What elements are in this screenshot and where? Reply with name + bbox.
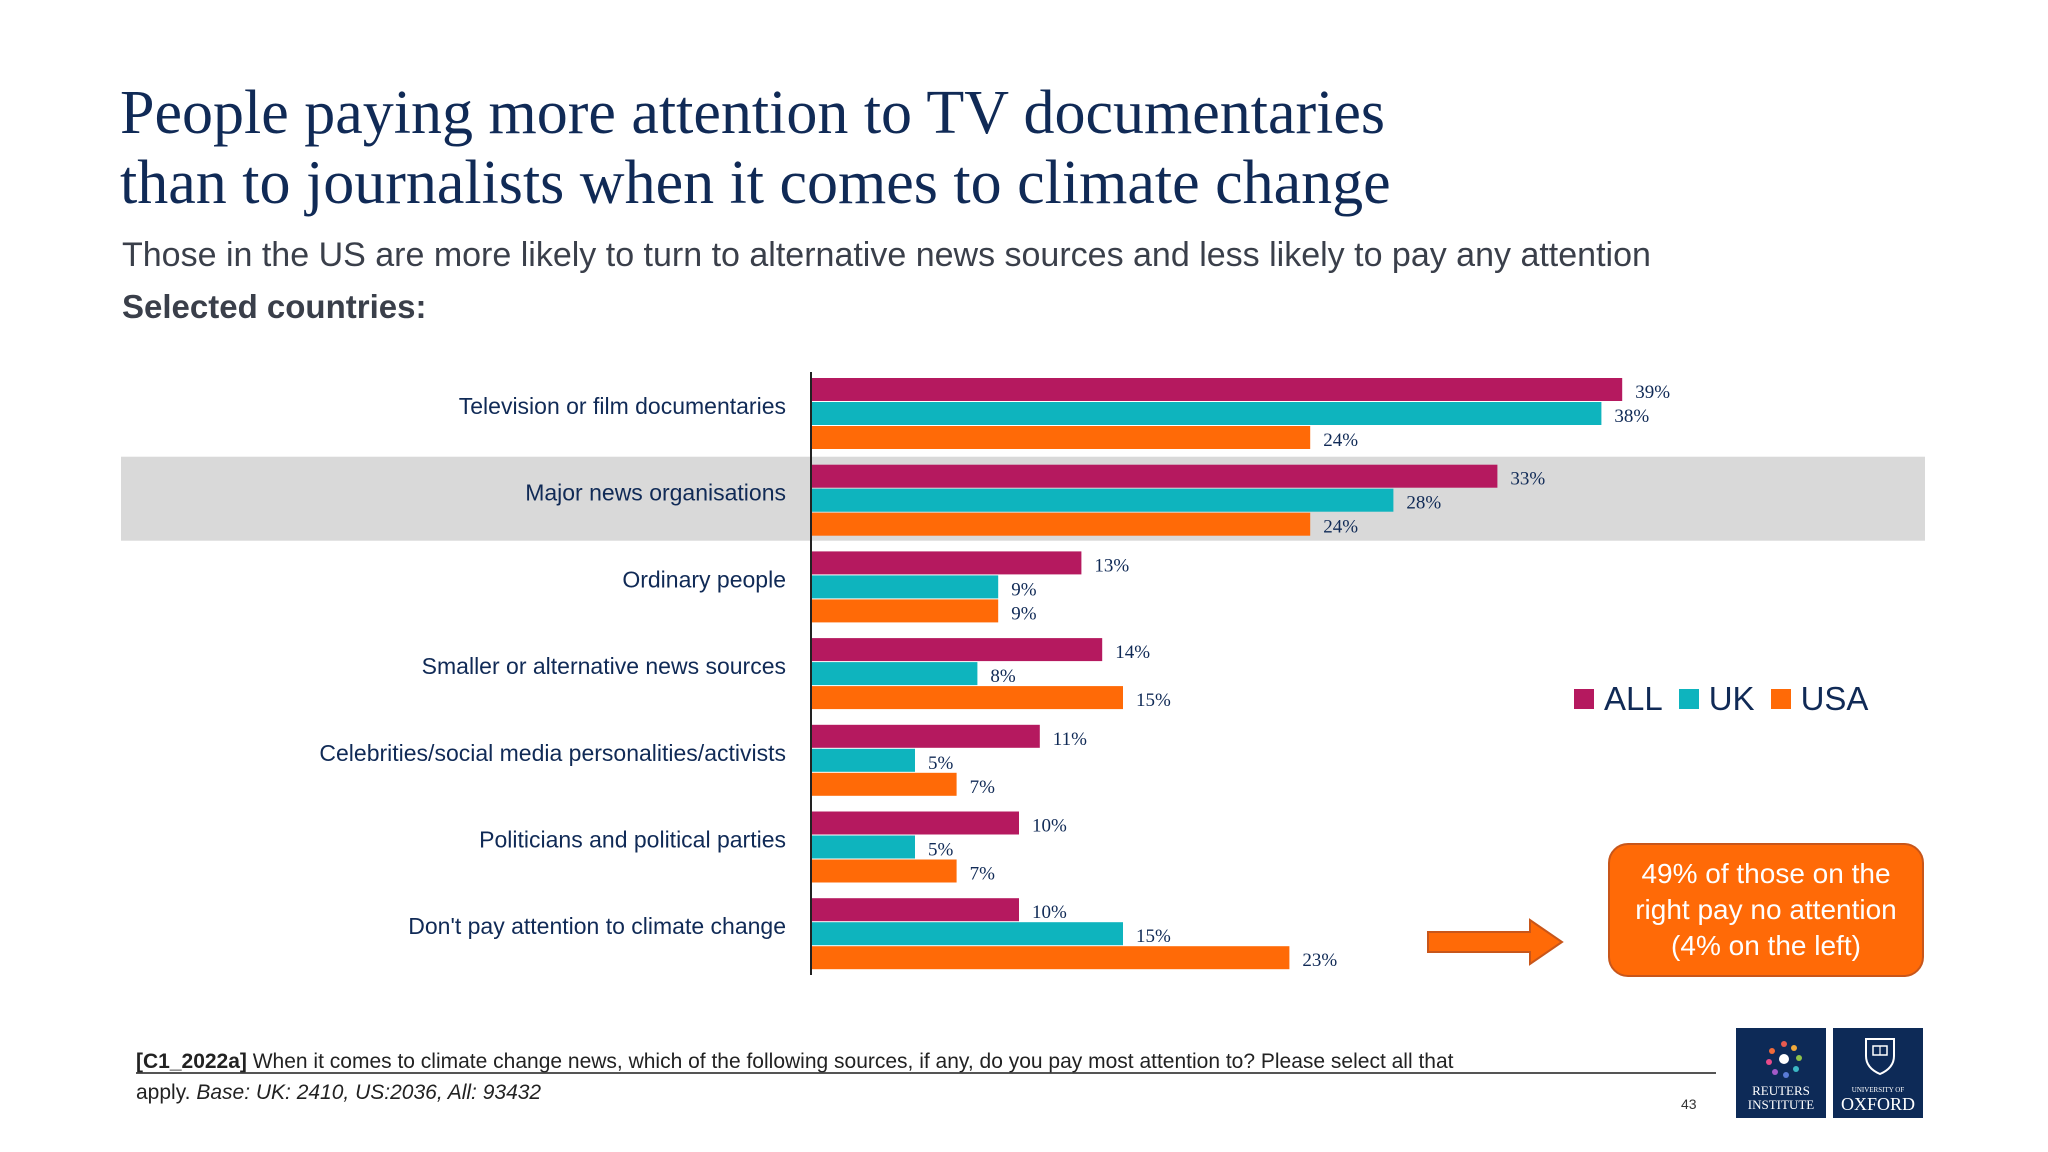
- legend-label-all: ALL: [1604, 680, 1663, 717]
- bar-uk: [811, 835, 915, 859]
- data-label-usa: 15%: [1136, 690, 1171, 711]
- data-label-all: 39%: [1635, 382, 1670, 403]
- data-label-usa: 7%: [970, 777, 996, 798]
- category-label: Ordinary people: [622, 566, 786, 592]
- data-label-uk: 38%: [1614, 406, 1649, 427]
- legend-label-uk: UK: [1708, 680, 1755, 717]
- data-label-usa: 9%: [1011, 603, 1036, 624]
- bar-uk: [811, 922, 1123, 946]
- category-label: Celebrities/social media personalities/a…: [319, 740, 786, 766]
- bar-usa: [811, 772, 957, 796]
- bar-uk: [811, 748, 915, 772]
- selected-countries-label: Selected countries:: [122, 288, 427, 325]
- page-number: 43: [1681, 1096, 1697, 1112]
- callout-text: 49% of those on the right pay no attenti…: [1635, 856, 1897, 964]
- subtitle: Those in the US are more likely to turn …: [122, 236, 1651, 274]
- legend-swatch-all: [1574, 689, 1594, 709]
- reuters-logo-line-2: INSTITUTE: [1747, 1097, 1815, 1112]
- bar-usa: [811, 599, 999, 623]
- oxford-university-logo: UNIVERSITY OF OXFORD: [1833, 1028, 1923, 1118]
- bar-uk: [811, 488, 1394, 512]
- data-label-uk: 8%: [990, 666, 1016, 687]
- footnote-divider: [136, 1072, 1716, 1074]
- data-label-all: 11%: [1053, 729, 1087, 750]
- chart-legend: ALL UK USA: [1574, 680, 1868, 718]
- bar-all: [811, 378, 1623, 401]
- callout-line-1: 49% of those on the: [1641, 858, 1891, 889]
- oxford-logo-line-1: UNIVERSITY OF: [1851, 1086, 1905, 1094]
- bar-usa: [811, 859, 957, 883]
- data-label-uk: 5%: [928, 840, 954, 861]
- category-label: Smaller or alternative news sources: [422, 653, 786, 679]
- category-label: Politicians and political parties: [479, 827, 786, 853]
- legend-swatch-usa: [1770, 689, 1791, 709]
- legend-item-usa: USA: [1770, 680, 1869, 718]
- data-label-uk: 28%: [1406, 493, 1441, 514]
- data-label-uk: 5%: [928, 753, 954, 774]
- data-label-all: 33%: [1510, 469, 1545, 490]
- legend-item-all: ALL: [1574, 680, 1663, 718]
- callout-box: 49% of those on the right pay no attenti…: [1608, 843, 1924, 977]
- oxford-crest-icon: [1865, 1038, 1895, 1076]
- footnote-base: Base: UK: 2410, US:2036, All: 93432: [196, 1081, 542, 1104]
- bar-usa: [811, 426, 1311, 449]
- data-label-usa: 24%: [1323, 517, 1358, 538]
- arrow-right-icon: [1427, 918, 1564, 966]
- data-label-usa: 7%: [970, 864, 996, 885]
- bar-usa: [811, 512, 1311, 536]
- bar-uk: [811, 402, 1602, 425]
- category-label: Major news organisations: [525, 480, 786, 506]
- bar-all: [811, 551, 1082, 575]
- data-label-uk: 9%: [1011, 579, 1036, 600]
- oxford-logo-line-2: OXFORD: [1840, 1094, 1915, 1114]
- callout-line-3: (4% on the left): [1671, 930, 1861, 961]
- data-label-uk: 15%: [1136, 926, 1171, 947]
- category-label: Don't pay attention to climate change: [408, 913, 786, 939]
- legend-label-usa: USA: [1800, 680, 1869, 717]
- bar-all: [811, 811, 1019, 835]
- data-label-all: 10%: [1032, 816, 1067, 837]
- data-label-usa: 24%: [1323, 430, 1358, 451]
- page-title: People paying more attention to TV docum…: [120, 78, 1820, 218]
- data-label-all: 10%: [1032, 902, 1067, 923]
- footnote: [C1_2022a] When it comes to climate chan…: [136, 1046, 1466, 1108]
- reuters-dots-icon: [1766, 1041, 1802, 1078]
- legend-swatch-uk: [1678, 689, 1699, 709]
- reuters-logo-line-1: REUTERS: [1752, 1083, 1810, 1098]
- bar-all: [811, 464, 1498, 488]
- reuters-institute-logo: REUTERS INSTITUTE: [1736, 1028, 1826, 1118]
- bar-usa: [811, 946, 1290, 970]
- data-label-all: 13%: [1094, 555, 1129, 576]
- bar-uk: [811, 575, 999, 599]
- bar-uk: [811, 662, 978, 686]
- legend-item-uk: UK: [1678, 680, 1755, 718]
- bar-usa: [811, 686, 1123, 710]
- footnote-question: When it comes to climate change news, wh…: [136, 1050, 1454, 1104]
- title-line-1: People paying more attention to TV docum…: [120, 79, 1385, 147]
- bar-all: [811, 724, 1040, 748]
- data-label-usa: 23%: [1302, 950, 1337, 971]
- category-label: Television or film documentaries: [459, 393, 786, 419]
- bar-all: [811, 898, 1019, 922]
- title-line-2: than to journalists when it comes to cli…: [120, 149, 1391, 217]
- bar-all: [811, 638, 1103, 662]
- footnote-code: [C1_2022a]: [136, 1050, 247, 1073]
- data-label-all: 14%: [1115, 642, 1150, 663]
- callout-line-2: right pay no attention: [1635, 894, 1897, 925]
